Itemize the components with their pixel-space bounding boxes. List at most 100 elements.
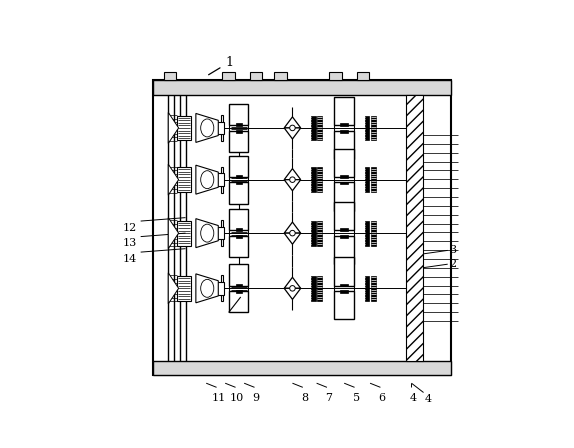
Bar [334,182,354,211]
Bar [334,149,354,177]
Text: 4: 4 [410,392,417,402]
Bar [317,276,322,301]
Text: 12: 12 [123,223,137,233]
Ellipse shape [201,171,214,189]
Bar [311,276,316,301]
Bar [220,275,223,302]
Bar [317,221,322,246]
Text: 11: 11 [211,392,226,402]
Bar [340,228,348,231]
Bar [211,227,224,239]
Polygon shape [196,219,218,248]
Polygon shape [284,117,301,128]
Bar [334,257,354,285]
Bar [311,221,316,246]
Bar [364,276,370,301]
Polygon shape [284,128,301,139]
Text: 8: 8 [301,392,308,402]
Bar [220,167,223,193]
Text: 5: 5 [352,392,360,402]
Bar [371,221,375,246]
Bar [364,221,370,246]
Bar [164,72,176,80]
Bar [235,182,242,185]
Bar [357,72,370,80]
Text: 13: 13 [123,238,137,248]
Bar [230,131,249,152]
Bar [371,276,375,301]
Bar [230,236,249,257]
Polygon shape [284,289,301,299]
Bar [211,173,224,186]
Text: 1: 1 [208,56,233,75]
Bar [177,221,191,246]
Bar [235,123,242,126]
Bar [220,220,223,246]
Text: 2: 2 [449,259,456,269]
Bar [211,122,224,134]
Bar [230,104,249,125]
Bar [230,209,249,230]
Bar [334,131,354,159]
Bar [177,167,191,192]
Bar [235,235,242,238]
Bar [340,123,348,126]
Bar [371,167,375,192]
Polygon shape [168,273,179,304]
Bar [371,116,375,140]
Bar [230,182,249,204]
Ellipse shape [201,280,214,297]
Circle shape [290,125,295,131]
Bar [364,167,370,192]
Polygon shape [284,233,301,244]
Bar [340,175,348,177]
Bar [230,264,249,285]
Text: 9: 9 [253,392,260,402]
Polygon shape [284,168,301,180]
Bar [406,95,423,361]
Bar [177,116,191,140]
Bar [329,72,342,80]
Bar [250,72,262,80]
Bar [230,291,249,313]
Bar [317,167,322,192]
Bar [317,116,322,140]
Text: 14: 14 [123,254,137,264]
Bar [340,284,348,286]
Polygon shape [168,218,179,249]
Polygon shape [284,222,301,233]
Bar [235,175,242,177]
Ellipse shape [201,224,214,242]
Bar [334,236,354,264]
Text: 4: 4 [425,394,432,404]
Bar [364,116,370,140]
Polygon shape [196,113,218,142]
Bar [235,290,242,293]
Bar [340,290,348,293]
Circle shape [290,177,295,182]
Bar [211,282,224,294]
Circle shape [290,285,295,291]
Polygon shape [168,112,179,143]
Bar [340,130,348,133]
Bar [334,202,354,230]
Bar [177,276,191,301]
Text: 6: 6 [379,392,386,402]
Bar [235,228,242,231]
Bar [334,97,354,125]
Polygon shape [284,180,301,191]
Circle shape [290,230,295,236]
Text: 10: 10 [230,392,245,402]
Bar [222,72,235,80]
Polygon shape [196,274,218,303]
Polygon shape [284,277,301,289]
Bar [230,155,249,177]
Bar [153,80,451,375]
Bar [340,182,348,185]
Bar [235,284,242,286]
Bar [334,291,354,319]
Bar [274,72,286,80]
Text: 3: 3 [449,246,456,255]
Ellipse shape [201,119,214,137]
Polygon shape [168,164,179,195]
